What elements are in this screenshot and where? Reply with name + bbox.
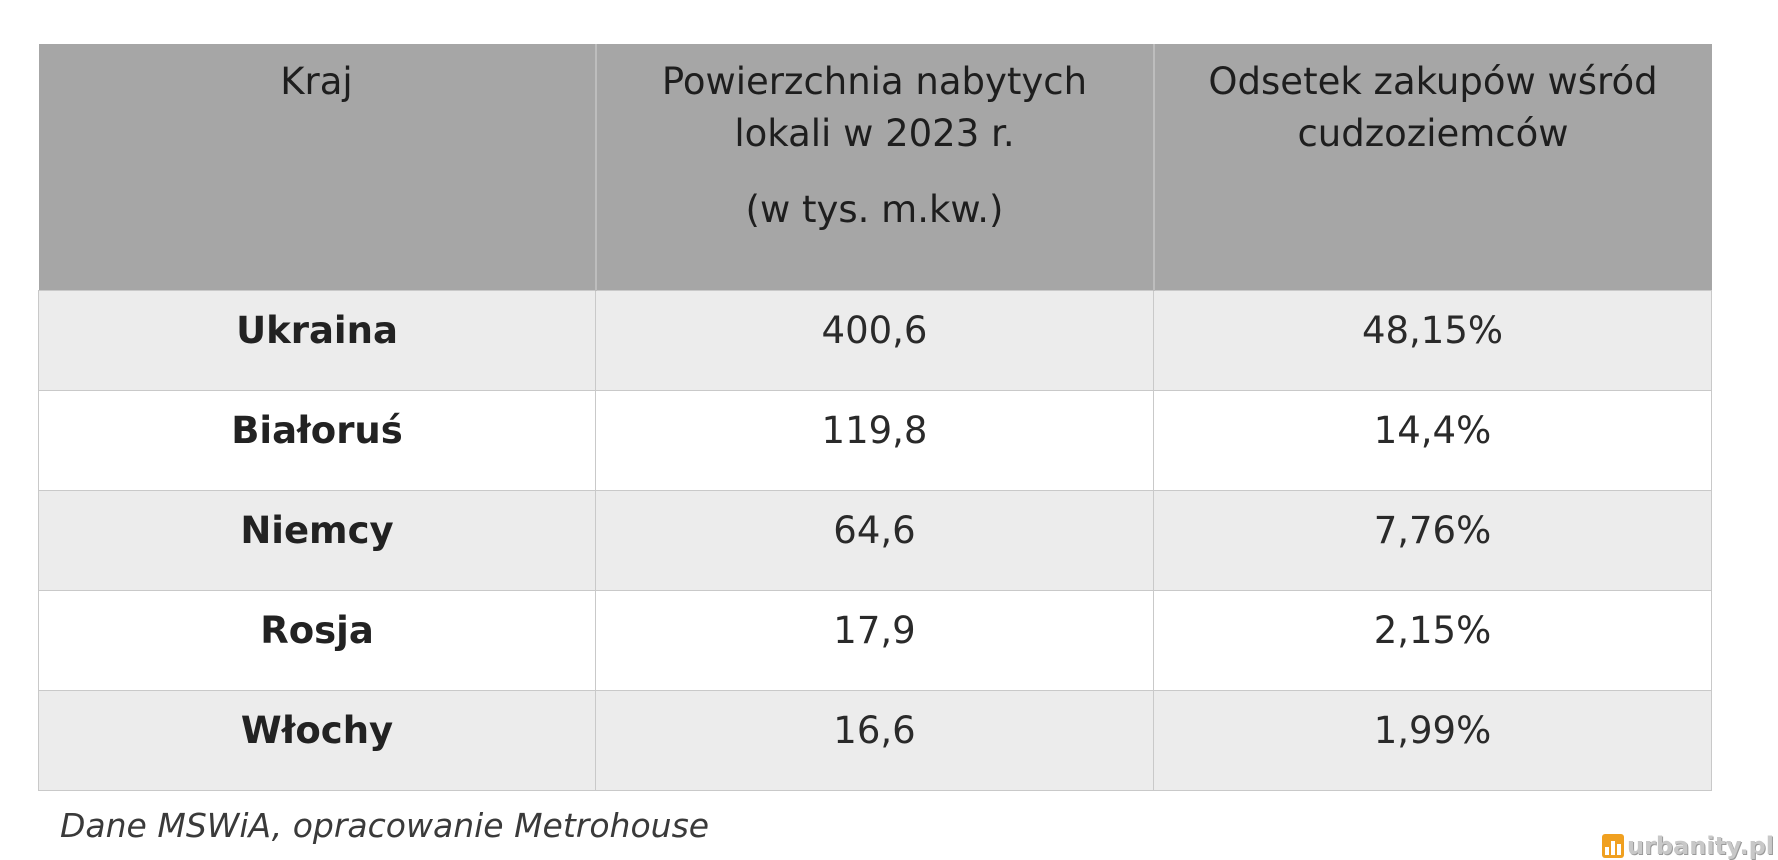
cell-area: 16,6 bbox=[595, 689, 1154, 791]
source-note: Dane MSWiA, opracowanie Metrohouse bbox=[60, 806, 710, 845]
data-table: Kraj Powierzchnia nabytych lokali w 2023… bbox=[38, 44, 1712, 791]
header-share: Odsetek zakupów wśród cudzoziemców bbox=[1152, 44, 1712, 290]
table-row: Ukraina 400,6 48,15% bbox=[38, 289, 1712, 391]
watermark-text: urbanity.pl bbox=[1626, 832, 1774, 860]
header-area-line-2: lokali w 2023 r. bbox=[734, 112, 1015, 155]
cell-share: 1,99% bbox=[1153, 689, 1712, 791]
urbanity-logo-icon bbox=[1601, 834, 1624, 858]
cell-country: Ukraina bbox=[38, 289, 596, 391]
table-row: Niemcy 64,6 7,76% bbox=[38, 489, 1712, 591]
table-row: Rosja 17,9 2,15% bbox=[38, 589, 1712, 691]
header-country-label: Kraj bbox=[280, 60, 353, 103]
table-header-row: Kraj Powierzchnia nabytych lokali w 2023… bbox=[38, 44, 1712, 290]
cell-area: 400,6 bbox=[595, 289, 1154, 391]
table-row: Włochy 16,6 1,99% bbox=[38, 689, 1712, 791]
header-share-line-1: Odsetek zakupów wśród bbox=[1208, 60, 1658, 103]
cell-share: 2,15% bbox=[1153, 589, 1712, 691]
cell-country: Białoruś bbox=[38, 389, 596, 491]
cell-country: Rosja bbox=[38, 589, 596, 691]
cell-country: Niemcy bbox=[38, 489, 596, 591]
cell-share: 7,76% bbox=[1153, 489, 1712, 591]
header-share-line-2: cudzoziemców bbox=[1297, 112, 1569, 155]
cell-share: 14,4% bbox=[1153, 389, 1712, 491]
header-country: Kraj bbox=[38, 44, 596, 290]
table-row: Białoruś 119,8 14,4% bbox=[38, 389, 1712, 491]
cell-area: 17,9 bbox=[595, 589, 1154, 691]
cell-area: 64,6 bbox=[595, 489, 1154, 591]
header-area-line-1: Powierzchnia nabytych bbox=[661, 60, 1088, 103]
data-table-container: Kraj Powierzchnia nabytych lokali w 2023… bbox=[38, 44, 1712, 791]
cell-area: 119,8 bbox=[595, 389, 1154, 491]
header-area: Powierzchnia nabytych lokali w 2023 r. (… bbox=[594, 44, 1154, 290]
header-area-unit: (w tys. m.kw.) bbox=[745, 188, 1004, 231]
cell-share: 48,15% bbox=[1153, 289, 1712, 391]
cell-country: Włochy bbox=[38, 689, 596, 791]
watermark: urbanity.pl bbox=[1601, 832, 1774, 860]
